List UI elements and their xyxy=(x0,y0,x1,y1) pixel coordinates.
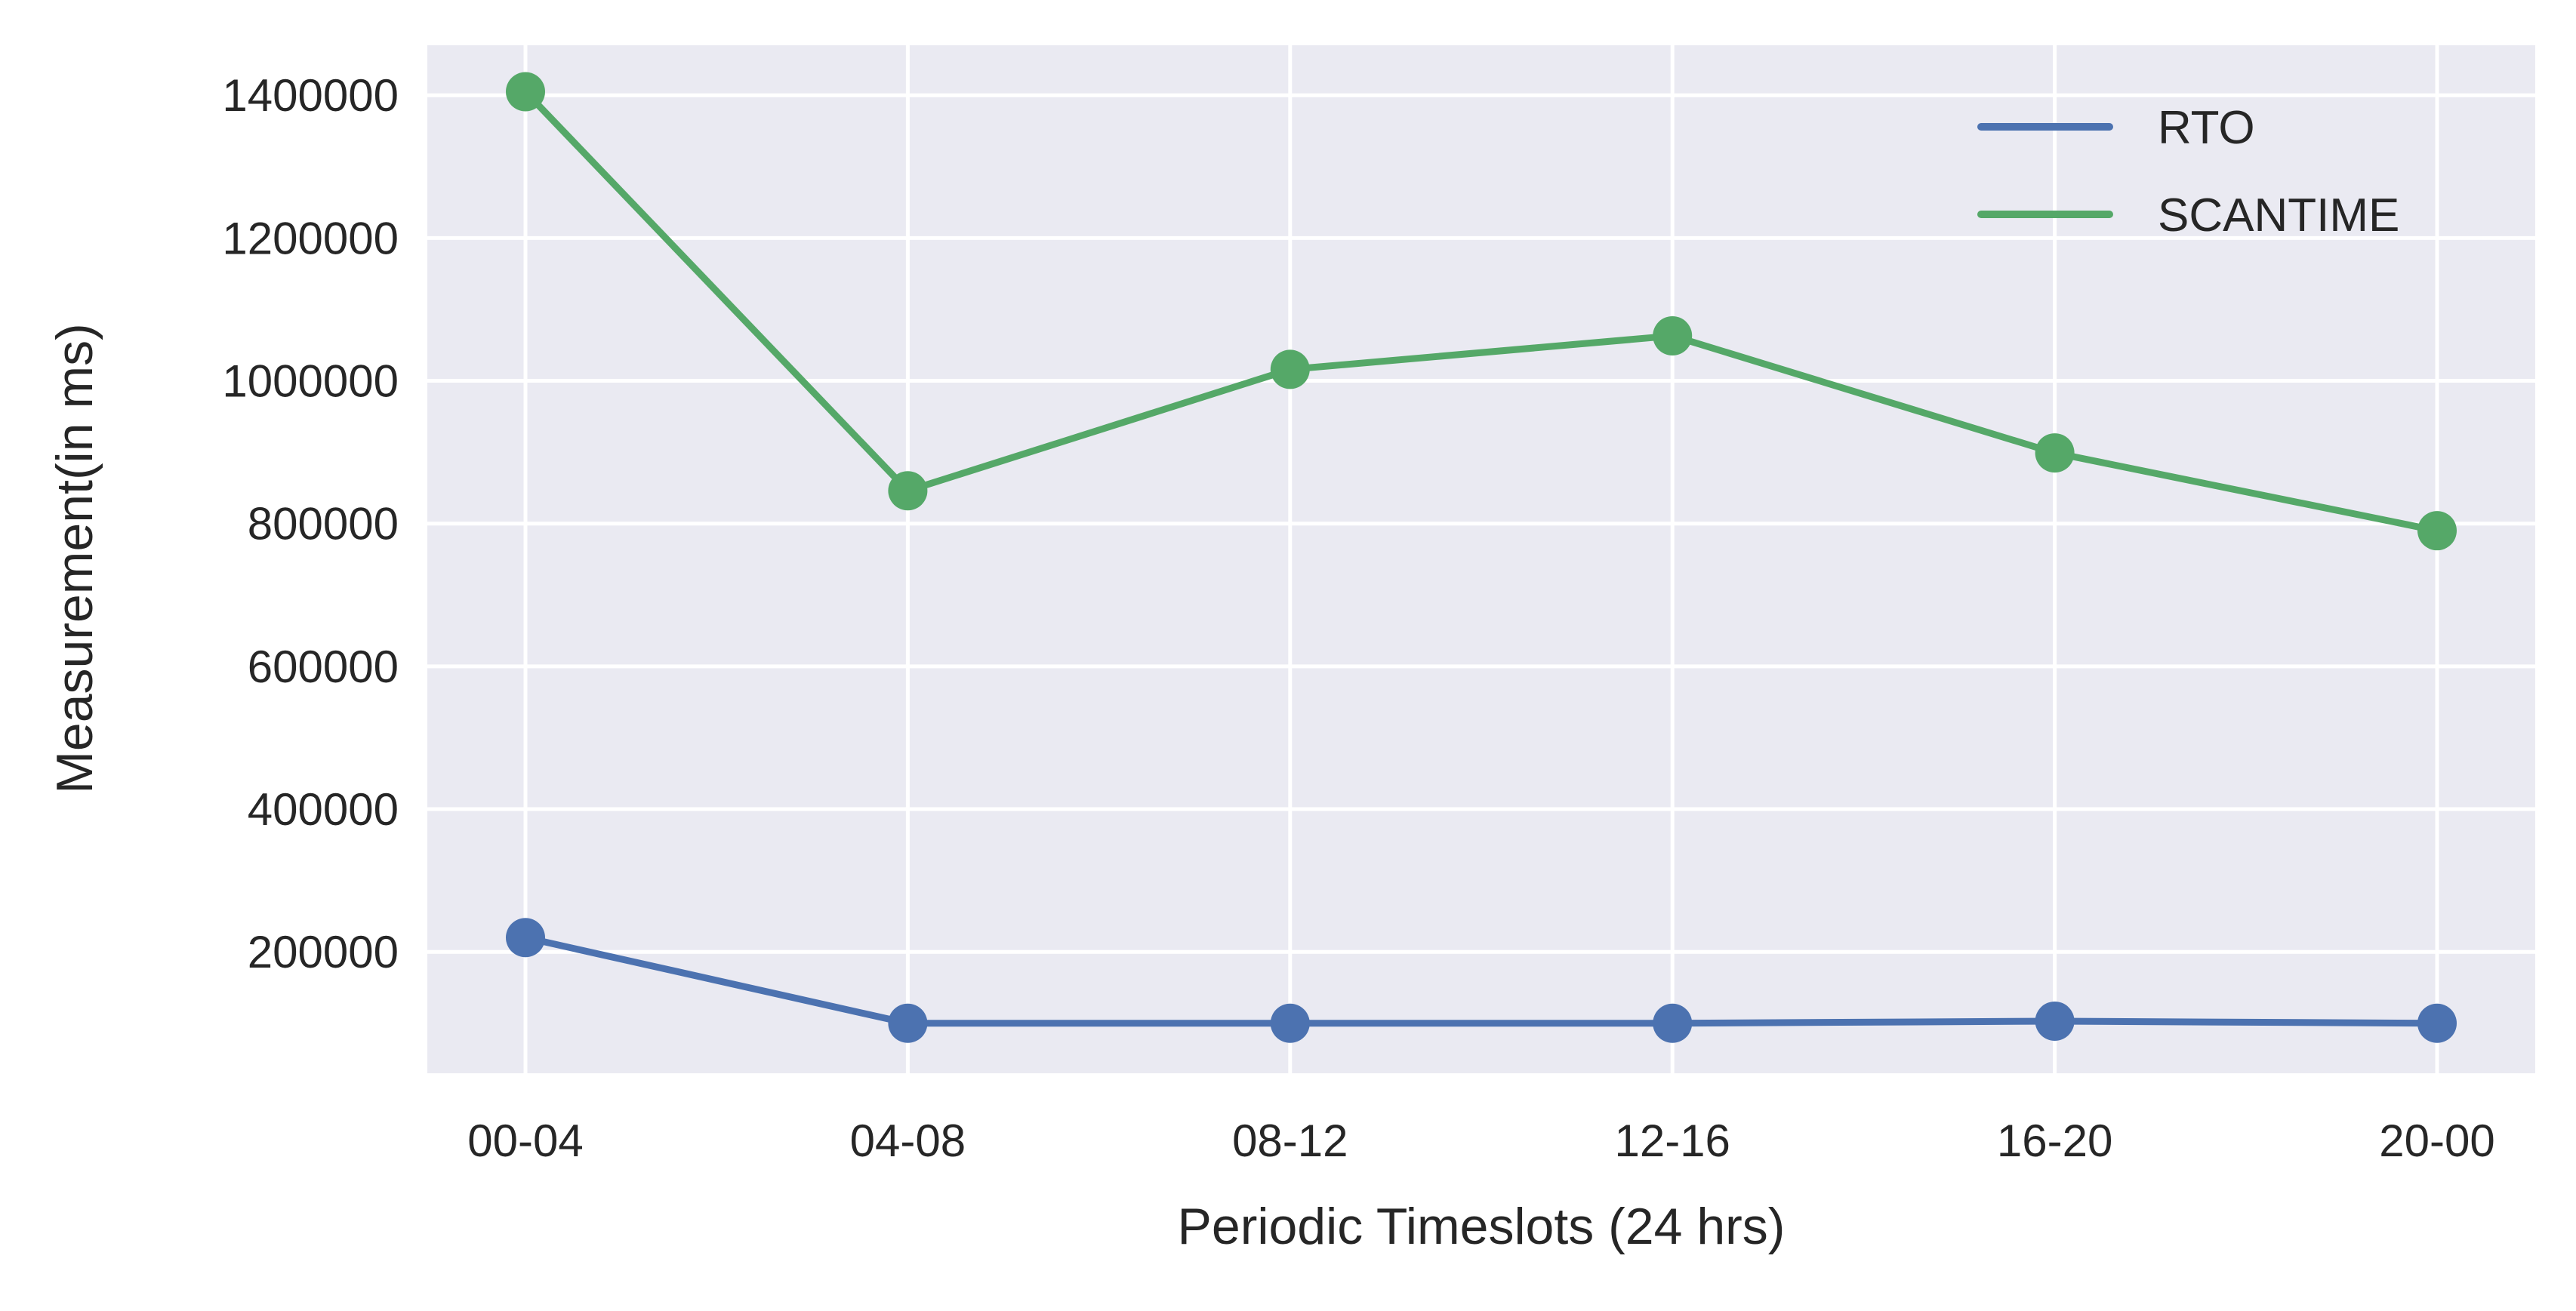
data-point-scantime xyxy=(506,72,545,112)
y-tick-label: 1400000 xyxy=(222,70,399,121)
x-tick-label: 12-16 xyxy=(1614,1116,1730,1166)
plot-area xyxy=(427,45,2535,1073)
y-tick-label: 400000 xyxy=(248,784,399,835)
data-point-scantime xyxy=(1270,349,1310,389)
x-tick-label: 16-20 xyxy=(1997,1116,2112,1166)
data-point-scantime xyxy=(1653,315,1693,355)
y-tick-label: 1200000 xyxy=(222,213,399,263)
y-axis-label: Measurement(in ms) xyxy=(46,323,103,794)
data-point-rto xyxy=(2035,1001,2075,1041)
data-point-rto xyxy=(1270,1003,1310,1043)
data-point-rto xyxy=(1653,1003,1693,1043)
y-tick-label: 800000 xyxy=(248,499,399,549)
legend: RTO SCANTIME xyxy=(1977,102,2399,242)
y-tick-labels: 200000 400000 600000 800000 1000000 1200000 14… xyxy=(222,70,399,977)
x-tick-label: 04-08 xyxy=(850,1116,966,1166)
data-point-scantime xyxy=(2417,511,2457,551)
x-tick-label: 00-04 xyxy=(467,1116,583,1166)
data-point-rto xyxy=(888,1003,928,1043)
data-point-rto xyxy=(2417,1003,2457,1043)
legend-label: RTO xyxy=(2158,102,2255,154)
data-point-scantime xyxy=(888,471,928,511)
data-point-scantime xyxy=(2035,433,2075,473)
data-point-rto xyxy=(506,918,545,958)
series-line-rto xyxy=(522,934,2441,1027)
x-tick-label: 08-12 xyxy=(1232,1116,1348,1166)
series-line-scantime xyxy=(522,88,2441,534)
grid-lines xyxy=(427,45,2535,1073)
series-layer xyxy=(506,72,2457,1043)
legend-label: SCANTIME xyxy=(2158,189,2399,242)
x-tick-label: 20-00 xyxy=(2379,1116,2494,1166)
y-tick-label: 200000 xyxy=(248,927,399,977)
x-tick-labels: 00-04 04-08 08-12 12-16 16-20 20-00 xyxy=(467,1116,2494,1166)
y-tick-label: 1000000 xyxy=(222,356,399,407)
x-axis-label: Periodic Timeslots (24 hrs) xyxy=(1178,1198,1786,1255)
y-tick-label: 600000 xyxy=(248,642,399,692)
